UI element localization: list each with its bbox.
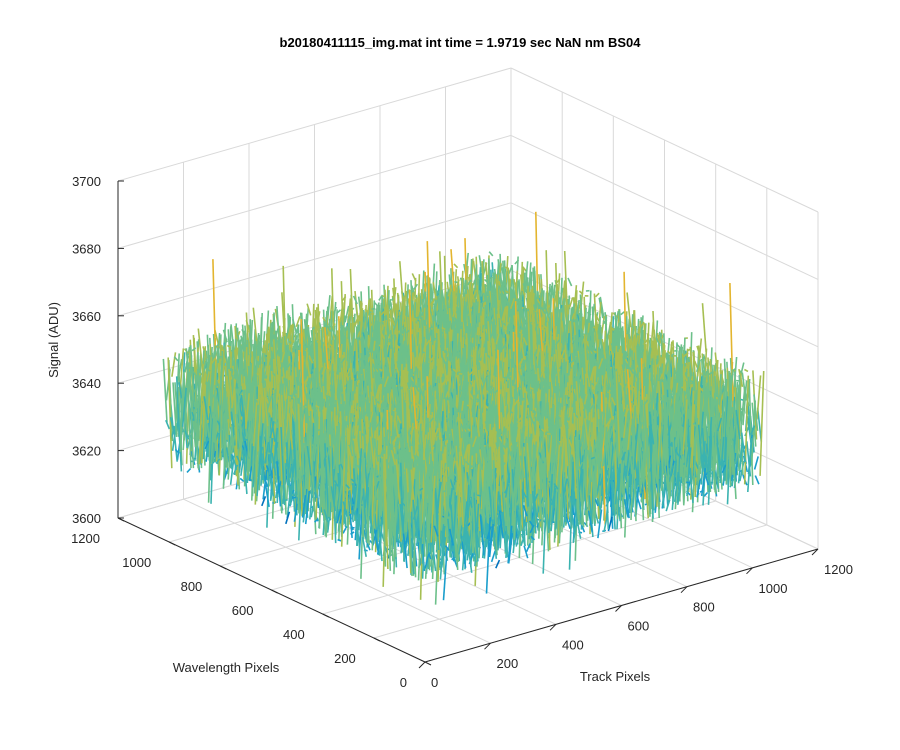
surface-segment xyxy=(189,371,195,469)
grid-line-backwall-z xyxy=(117,67,512,182)
surface-segment xyxy=(344,305,350,323)
surface-segment xyxy=(193,409,199,469)
surface-segment xyxy=(177,358,183,380)
surface-segment xyxy=(567,277,573,287)
surface-segment xyxy=(191,400,197,448)
surface-segment xyxy=(364,308,370,314)
grid-line-sidewall-z xyxy=(510,202,819,348)
grid-line-backwall-z xyxy=(117,202,512,317)
surface-segment xyxy=(189,345,196,407)
surface-segment xyxy=(204,440,210,450)
surface-segment xyxy=(454,281,459,284)
surface-segment xyxy=(177,404,183,472)
surface-segment xyxy=(336,309,342,314)
surface-segment xyxy=(165,419,171,430)
surface-segment xyxy=(179,372,185,452)
surface-segment xyxy=(192,386,198,394)
surface-segment xyxy=(286,324,293,339)
surface-segment xyxy=(182,392,188,451)
surface-segment xyxy=(173,356,179,362)
grid-line-sidewall-z xyxy=(510,134,819,280)
surface-segment xyxy=(305,322,311,347)
surface-segment xyxy=(514,259,520,265)
surface-segment xyxy=(292,318,298,334)
surface-segment xyxy=(226,344,232,349)
surface-segment xyxy=(391,287,397,319)
surface-segment xyxy=(192,370,198,378)
surface-segment xyxy=(167,357,173,469)
surface-segment xyxy=(453,263,459,269)
grid-line-floor-y xyxy=(373,524,767,639)
surface-segment xyxy=(594,292,600,298)
surface-segment xyxy=(373,301,379,307)
surface-segment xyxy=(172,382,178,437)
surface-segment xyxy=(184,430,190,440)
surface-segment xyxy=(197,328,203,364)
surface-segment xyxy=(501,267,507,287)
surface-segment xyxy=(169,417,175,434)
surface-segment xyxy=(354,291,360,328)
surface-segment xyxy=(162,358,168,423)
surface-segment xyxy=(174,382,180,437)
surface-segment xyxy=(413,283,419,290)
surface-segment xyxy=(282,325,288,346)
grid-line-sidewall-z xyxy=(510,67,819,213)
surface-mesh xyxy=(162,211,765,605)
surface-segment xyxy=(174,448,180,454)
surface-segment xyxy=(171,352,177,377)
surface-segment xyxy=(488,251,494,257)
surface-segment xyxy=(352,295,358,305)
surface-segment xyxy=(360,317,366,337)
surface-segment xyxy=(306,303,312,316)
surface-segment xyxy=(186,467,192,473)
surface-segment xyxy=(177,386,183,466)
surface-segment xyxy=(450,249,456,299)
surface-segment xyxy=(181,387,187,427)
surface-segment xyxy=(295,316,301,328)
surface-segment xyxy=(186,366,192,469)
grid-line-backwall-z xyxy=(117,134,512,249)
surface-segment xyxy=(252,307,258,344)
surface-segment xyxy=(191,347,197,352)
surface-segment xyxy=(330,325,336,337)
